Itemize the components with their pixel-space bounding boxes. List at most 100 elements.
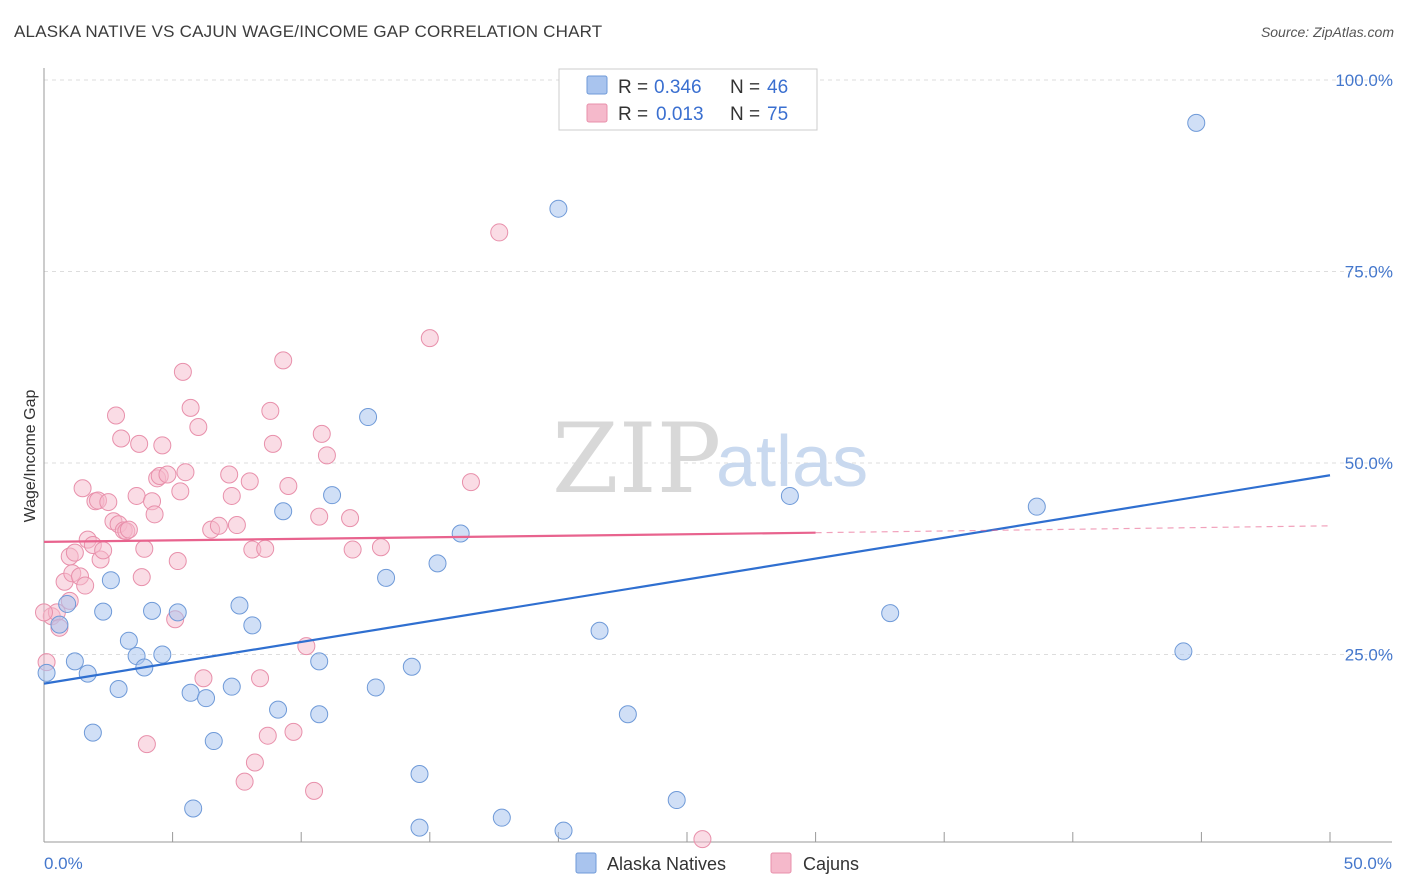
alaska-natives-point: [618, 705, 637, 724]
cajuns-point: [371, 538, 390, 557]
alaska-natives-point: [37, 663, 56, 682]
cajuns-trend-line: [43, 531, 816, 543]
cajuns-point: [209, 516, 228, 535]
legend-n-value-1: 46: [767, 77, 788, 98]
alaska-natives-point: [492, 808, 511, 827]
cajuns-point: [194, 669, 213, 688]
alaska-natives-point: [204, 732, 223, 751]
cajuns-point: [256, 539, 275, 558]
alaska-natives-point: [243, 616, 262, 635]
bottom-legend: Alaska Natives Cajuns: [575, 852, 859, 874]
cajuns-point: [107, 406, 126, 425]
cajuns-point: [240, 472, 259, 491]
bottom-legend-label-cajuns: Cajuns: [803, 854, 859, 874]
cajuns-point: [222, 486, 241, 505]
cajuns-point: [310, 507, 329, 526]
alaska-natives-points: [37, 113, 1206, 840]
alaska-natives-point: [410, 764, 429, 783]
cajuns-point: [420, 329, 439, 348]
cajuns-point: [461, 473, 480, 492]
cajuns-point: [158, 465, 177, 484]
alaska-natives-point: [359, 408, 378, 427]
legend-r-label-2: R =: [618, 104, 648, 125]
cajuns-point: [94, 541, 113, 560]
alaska-natives-point: [58, 594, 77, 613]
alaska-natives-point: [366, 678, 385, 697]
axes: [43, 68, 1392, 843]
alaska-natives-point: [1174, 642, 1193, 661]
cajuns-point: [73, 479, 92, 498]
cajuns-point: [137, 735, 156, 754]
alaska-natives-point: [65, 652, 84, 671]
legend-r-value-1: 0.346: [654, 77, 702, 98]
alaska-natives-point: [1187, 113, 1206, 132]
alaska-natives-point: [143, 601, 162, 620]
cajuns-point: [251, 669, 270, 688]
cajuns-point: [245, 753, 264, 772]
cajuns-point: [145, 505, 164, 524]
cajuns-point: [176, 463, 195, 482]
watermark: ZIP atlas: [552, 403, 868, 515]
alaska-natives-point: [667, 791, 686, 810]
alaska-natives-point: [78, 664, 97, 683]
x-tick-label-max: 50.0%: [1344, 854, 1392, 873]
alaska-natives-trend-line: [43, 474, 1331, 685]
watermark-zip: ZIP: [552, 403, 721, 515]
chart-source: Source: ZipAtlas.com: [1260, 24, 1394, 40]
alaska-natives-point: [109, 679, 128, 698]
y-tick-label-0: 25.0%: [1345, 646, 1393, 665]
cajuns-point: [171, 482, 190, 501]
trend-lines: [43, 474, 1331, 685]
alaska-natives-point: [1027, 497, 1046, 516]
cajuns-point: [235, 772, 254, 791]
alaska-natives-point: [153, 645, 172, 664]
bottom-legend-label-alaska: Alaska Natives: [607, 854, 726, 874]
legend-n-label-2: N =: [730, 104, 760, 125]
cajuns-point: [341, 509, 360, 528]
x-tick-label-min: 0.0%: [44, 854, 83, 873]
legend-n-value-2: 75: [767, 104, 788, 125]
alaska-natives-point: [222, 677, 241, 696]
cajuns-point: [153, 436, 172, 455]
cajuns-point: [112, 429, 131, 448]
y-tick-labels: 25.0% 50.0% 75.0% 100.0%: [1335, 71, 1393, 665]
cajuns-point: [35, 603, 53, 622]
cajuns-point: [312, 424, 331, 443]
alaska-natives-point: [323, 486, 342, 505]
alaska-natives-point: [451, 524, 470, 543]
alaska-natives-point: [549, 199, 568, 218]
alaska-natives-point: [119, 631, 138, 650]
cajuns-point: [274, 351, 293, 370]
alaska-natives-point: [50, 615, 69, 634]
cajuns-point: [168, 552, 187, 571]
chart-title: ALASKA NATIVE VS CAJUN WAGE/INCOME GAP C…: [14, 22, 603, 41]
alaska-natives-point: [402, 657, 421, 676]
alaska-natives-point: [181, 683, 200, 702]
alaska-natives-point: [780, 486, 799, 505]
cajuns-trend-line-extension: [815, 525, 1331, 534]
cajuns-point: [99, 493, 118, 512]
cajuns-point: [258, 726, 277, 745]
grid-lines: [44, 79, 1392, 655]
cajuns-point: [317, 446, 336, 465]
legend-n-label-1: N =: [730, 77, 760, 98]
y-tick-label-2: 75.0%: [1345, 263, 1393, 282]
alaska-natives-point: [269, 700, 288, 719]
y-axis-label: Wage/Income Gap: [22, 390, 39, 523]
cajuns-point: [227, 516, 246, 535]
alaska-natives-point: [310, 652, 329, 671]
alaska-natives-point: [168, 603, 187, 622]
alaska-natives-point: [83, 723, 102, 742]
cajuns-point: [343, 540, 362, 559]
cajuns-point: [76, 576, 95, 595]
alaska-natives-point: [410, 818, 429, 837]
cajuns-point: [132, 568, 151, 587]
legend-swatch-pink: [586, 103, 608, 123]
x-tick-labels: 0.0% 50.0%: [44, 854, 1392, 873]
cajuns-point: [127, 486, 146, 505]
cajuns-point: [130, 434, 149, 453]
cajuns-point: [263, 434, 282, 453]
alaska-natives-point: [197, 689, 216, 708]
cajuns-point: [65, 543, 84, 562]
alaska-natives-point: [881, 604, 900, 623]
